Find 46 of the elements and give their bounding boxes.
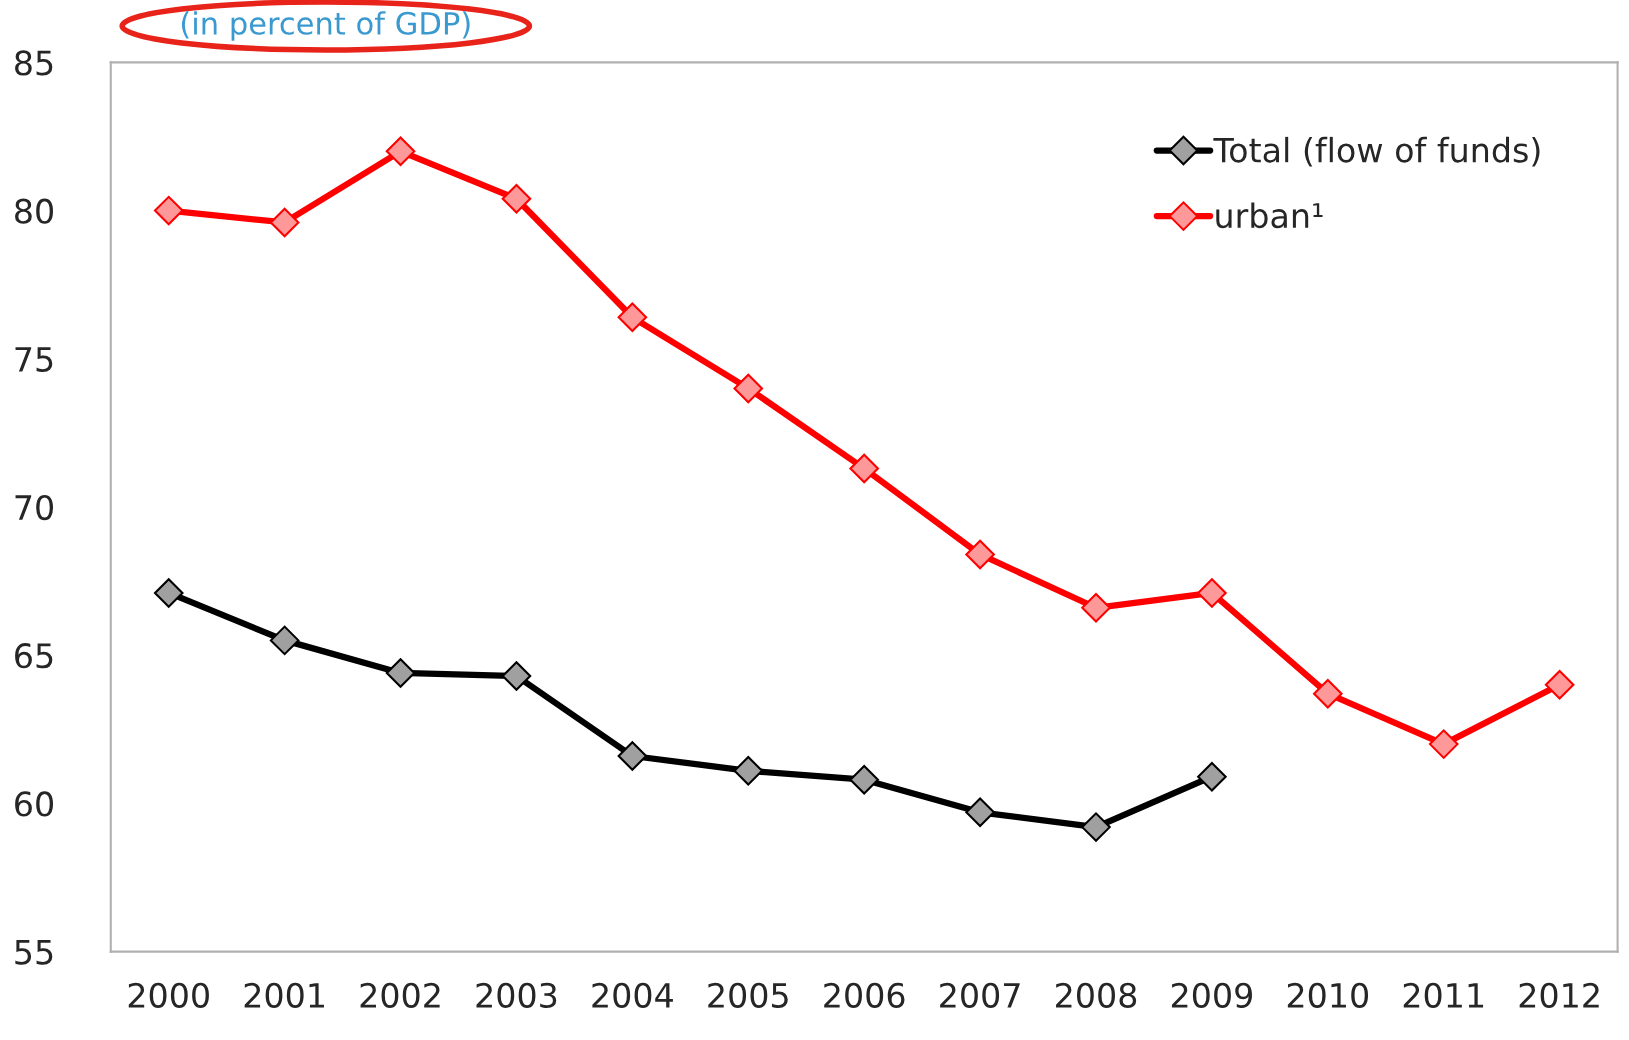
legend-label: urban¹ — [1216, 202, 1323, 229]
point — [1544, 670, 1575, 700]
point — [733, 373, 764, 404]
point — [1081, 592, 1111, 623]
point — [733, 756, 764, 786]
point — [1428, 729, 1459, 759]
x-tick-label: 2002 — [360, 982, 440, 1008]
y-tick-label: 75 — [15, 347, 53, 372]
x-tick-label: 2010 — [1287, 982, 1369, 1008]
point — [501, 661, 532, 691]
point — [269, 625, 300, 656]
point — [385, 658, 416, 688]
x-tick-label: 2009 — [1171, 982, 1252, 1008]
point — [1197, 578, 1227, 608]
y-tick-label: 65 — [15, 643, 53, 669]
point — [617, 741, 648, 771]
point — [1197, 761, 1227, 792]
point — [153, 578, 184, 608]
x-tick-label: 2005 — [708, 982, 788, 1008]
chart-subtitle: (in percent of GDP) — [181, 11, 470, 41]
y-tick-label: 55 — [15, 939, 53, 965]
point — [849, 453, 879, 484]
point — [1081, 812, 1111, 842]
x-tick-label: 2003 — [476, 982, 557, 1008]
y-tick-label: 80 — [15, 198, 53, 224]
point — [617, 302, 648, 333]
x-tick-label: 2012 — [1519, 982, 1599, 1008]
point — [153, 195, 184, 226]
point — [269, 207, 300, 238]
point — [501, 183, 532, 214]
x-tick-label: 2004 — [592, 982, 673, 1008]
x-tick-label: 2006 — [824, 982, 905, 1008]
y-tick-label: 85 — [15, 50, 53, 76]
legend-label: Total (flow of funds) — [1213, 136, 1540, 167]
point — [1313, 678, 1343, 709]
x-tick-label: 2007 — [940, 982, 1020, 1008]
point — [965, 539, 995, 570]
x-tick-label: 2008 — [1056, 982, 1137, 1008]
x-tick-label: 2011 — [1403, 982, 1484, 1008]
x-tick-label: 2001 — [244, 982, 324, 1008]
point — [849, 764, 879, 795]
point — [385, 136, 416, 167]
x-tick-label: 2000 — [128, 982, 209, 1008]
y-tick-label: 60 — [15, 791, 53, 817]
point — [965, 797, 995, 828]
y-tick-label: 70 — [15, 494, 53, 521]
